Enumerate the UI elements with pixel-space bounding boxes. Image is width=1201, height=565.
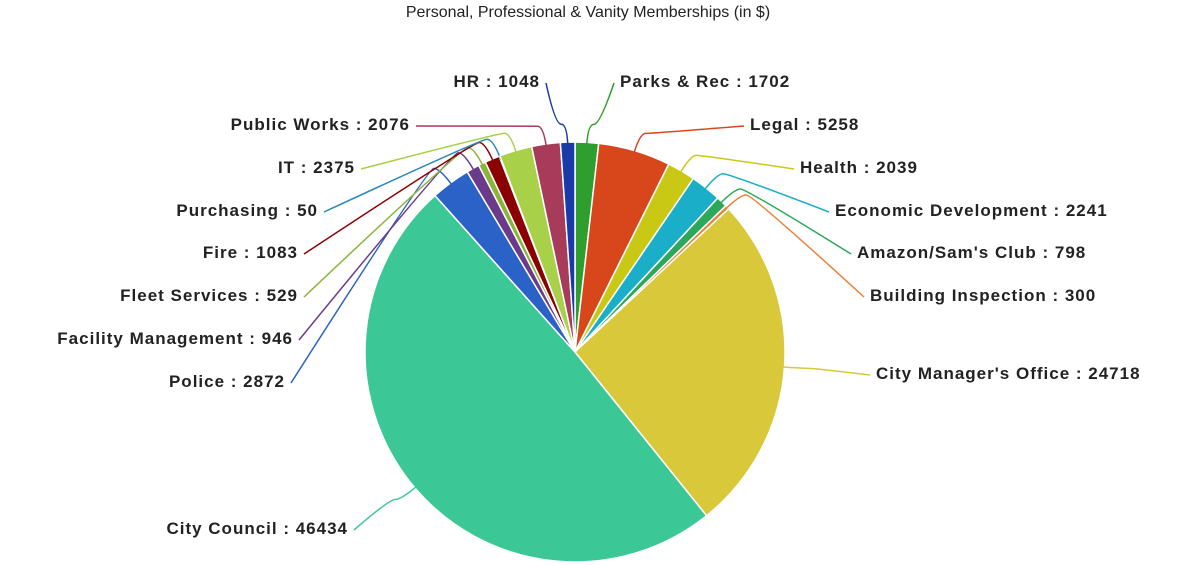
label-value: 50 xyxy=(297,201,318,220)
leader-line xyxy=(585,82,615,147)
label-separator: : xyxy=(244,329,262,348)
leader-line xyxy=(303,141,495,255)
label-value: 1048 xyxy=(498,72,540,91)
label-value: 529 xyxy=(267,286,298,305)
leader-line xyxy=(632,125,745,155)
label-separator: : xyxy=(1048,201,1066,220)
label-value: 5258 xyxy=(818,115,860,134)
label-name: HR xyxy=(454,72,481,91)
label-name: IT xyxy=(278,158,295,177)
label-name: Purchasing xyxy=(176,201,279,220)
label-separator: : xyxy=(858,158,876,177)
slice-label: City Manager's Office : 24718 xyxy=(876,364,1141,383)
label-name: City Council xyxy=(166,519,277,538)
slice-label: Parks & Rec : 1702 xyxy=(620,72,790,91)
label-value: 2241 xyxy=(1066,201,1108,220)
label-value: 798 xyxy=(1055,243,1086,262)
label-separator: : xyxy=(238,243,256,262)
label-value: 300 xyxy=(1065,286,1096,305)
label-value: 46434 xyxy=(296,519,348,538)
slice-label: Economic Development : 2241 xyxy=(835,201,1108,220)
label-separator: : xyxy=(350,115,368,134)
label-separator: : xyxy=(730,72,748,91)
leader-line xyxy=(353,484,419,531)
label-name: City Manager's Office xyxy=(876,364,1070,383)
slice-label: City Council : 46434 xyxy=(166,519,348,538)
slice-label: Fleet Services : 529 xyxy=(120,286,298,305)
label-name: Fire xyxy=(203,243,238,262)
label-name: Public Works xyxy=(231,115,350,134)
leader-line xyxy=(415,125,548,149)
label-name: Facility Management xyxy=(57,329,243,348)
label-separator: : xyxy=(799,115,817,134)
slice-label: Health : 2039 xyxy=(800,158,918,177)
slice-label: Facility Management : 946 xyxy=(57,329,293,348)
label-name: Police xyxy=(169,372,225,391)
leader-line xyxy=(323,138,502,213)
leader-line xyxy=(545,82,569,147)
label-separator: : xyxy=(279,201,297,220)
leader-line xyxy=(723,194,865,298)
label-value: 2039 xyxy=(876,158,918,177)
label-value: 946 xyxy=(262,329,293,348)
label-value: 2375 xyxy=(313,158,355,177)
label-value: 2076 xyxy=(368,115,410,134)
label-separator: : xyxy=(295,158,313,177)
label-separator: : xyxy=(480,72,498,91)
slice-label: IT : 2375 xyxy=(278,158,355,177)
slice-label: Public Works : 2076 xyxy=(231,115,410,134)
label-value: 2872 xyxy=(243,372,285,391)
label-value: 1083 xyxy=(256,243,298,262)
slice-label: Police : 2872 xyxy=(169,372,285,391)
leader-line xyxy=(718,188,852,255)
label-name: Legal xyxy=(750,115,799,134)
label-name: Parks & Rec xyxy=(620,72,730,91)
label-separator: : xyxy=(1070,364,1088,383)
label-name: Health xyxy=(800,158,858,177)
leader-line xyxy=(780,366,871,376)
slice-label: Amazon/Sam's Club : 798 xyxy=(857,243,1086,262)
label-name: Building Inspection xyxy=(870,286,1047,305)
leader-line xyxy=(290,167,454,384)
slice-label: Legal : 5258 xyxy=(750,115,859,134)
label-name: Amazon/Sam's Club xyxy=(857,243,1037,262)
label-separator: : xyxy=(225,372,243,391)
leader-line xyxy=(702,172,830,213)
slice-label: Purchasing : 50 xyxy=(176,201,318,220)
label-name: Fleet Services xyxy=(120,286,248,305)
label-separator: : xyxy=(278,519,296,538)
label-separator: : xyxy=(1037,243,1055,262)
slice-label: HR : 1048 xyxy=(454,72,541,91)
label-separator: : xyxy=(1047,286,1065,305)
leader-line xyxy=(678,154,795,175)
slice-label: Fire : 1083 xyxy=(203,243,298,262)
label-value: 24718 xyxy=(1088,364,1140,383)
label-name: Economic Development xyxy=(835,201,1048,220)
chart-title: Personal, Professional & Vanity Membersh… xyxy=(406,4,770,21)
label-separator: : xyxy=(249,286,267,305)
leader-line xyxy=(360,132,518,170)
label-value: 1702 xyxy=(748,72,790,91)
slice-label: Building Inspection : 300 xyxy=(870,286,1096,305)
